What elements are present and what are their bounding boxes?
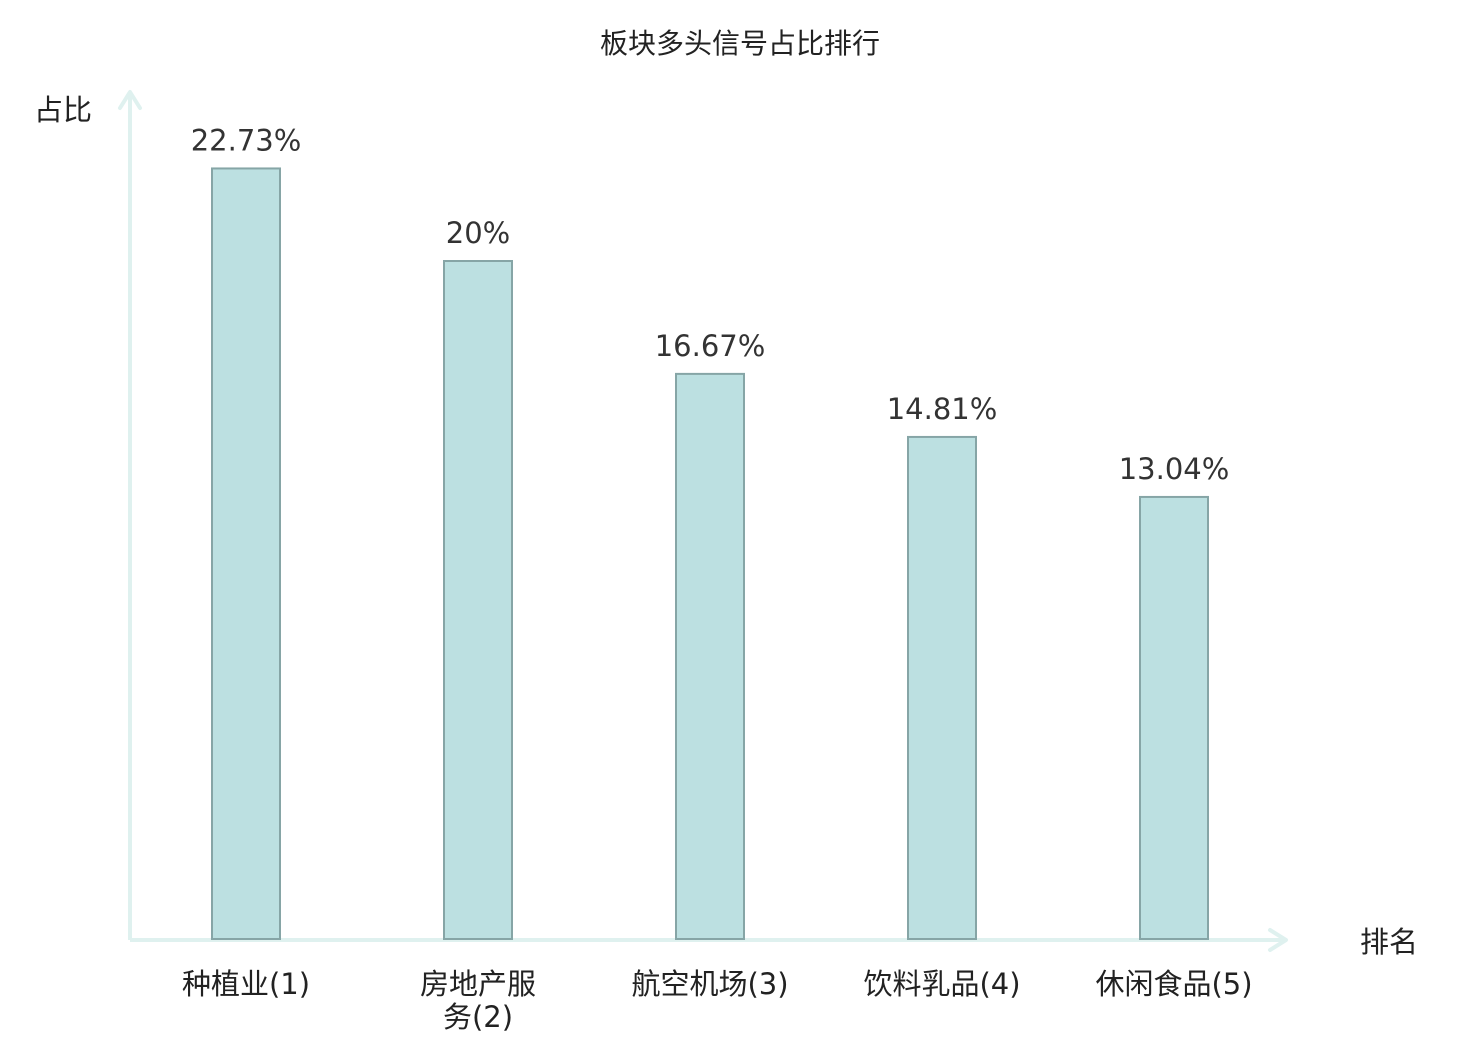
bars-layer: [211, 167, 1209, 940]
value-label-3: 16.67%: [655, 329, 766, 363]
bar-3: [675, 372, 745, 940]
category-label-2-line-2: 务(2): [443, 1000, 513, 1034]
value-label-1: 22.73%: [191, 123, 302, 157]
y-axis: 占比: [34, 90, 142, 940]
value-label-5: 13.04%: [1119, 452, 1230, 486]
category-label-3: 航空机场(3): [631, 967, 788, 1001]
x-axis: 排名: [130, 925, 1418, 959]
y-axis-arrow-icon: [118, 90, 142, 110]
x-axis-label: 排名: [1360, 925, 1418, 959]
value-label-4: 14.81%: [887, 392, 998, 426]
category-label-2-line-1: 房地产服: [420, 967, 536, 1001]
x-axis-arrow-icon: [1268, 928, 1288, 952]
category-label-1: 种植业(1): [182, 967, 310, 1001]
category-label-5: 休闲食品(5): [1095, 967, 1252, 1001]
value-labels-layer: 22.73% 20% 16.67% 14.81% 13.04%: [191, 123, 1230, 485]
y-axis-label: 占比: [34, 93, 92, 127]
chart-title: 板块多头信号占比排行: [600, 27, 880, 60]
value-label-2: 20%: [446, 216, 510, 250]
category-label-4: 饮料乳品(4): [863, 967, 1020, 1001]
bar-2: [443, 260, 513, 940]
bar-1: [211, 167, 281, 940]
bar-4: [907, 435, 977, 940]
bar-5: [1139, 495, 1209, 940]
